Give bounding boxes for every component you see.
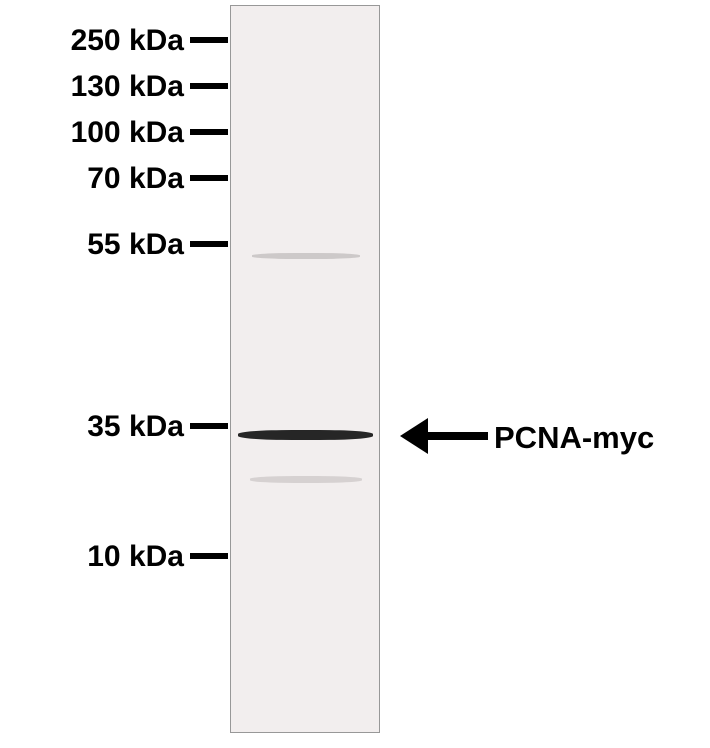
- marker-tick-5: [190, 423, 228, 429]
- band-1: [252, 253, 360, 259]
- marker-tick-1: [190, 83, 228, 89]
- marker-tick-4: [190, 241, 228, 247]
- marker-label-0: 250 kDa: [12, 24, 184, 58]
- marker-tick-6: [190, 553, 228, 559]
- gel-lane: [230, 5, 380, 733]
- band-2: [250, 476, 362, 483]
- blot-container: 250 kDa 130 kDa 100 kDa 70 kDa 55 kDa 35 kDa 1…: [0, 0, 710, 748]
- annotation-label: PCNA-myc: [494, 420, 654, 456]
- marker-label-5: 35 kDa: [30, 410, 184, 444]
- marker-label-2: 100 kDa: [12, 116, 184, 150]
- marker-label-4: 55 kDa: [30, 228, 184, 262]
- marker-label-6: 10 kDa: [30, 540, 184, 574]
- marker-tick-0: [190, 37, 228, 43]
- marker-tick-2: [190, 129, 228, 135]
- band-0: [238, 430, 373, 440]
- marker-label-1: 130 kDa: [12, 70, 184, 104]
- marker-label-3: 70 kDa: [30, 162, 184, 196]
- marker-tick-3: [190, 175, 228, 181]
